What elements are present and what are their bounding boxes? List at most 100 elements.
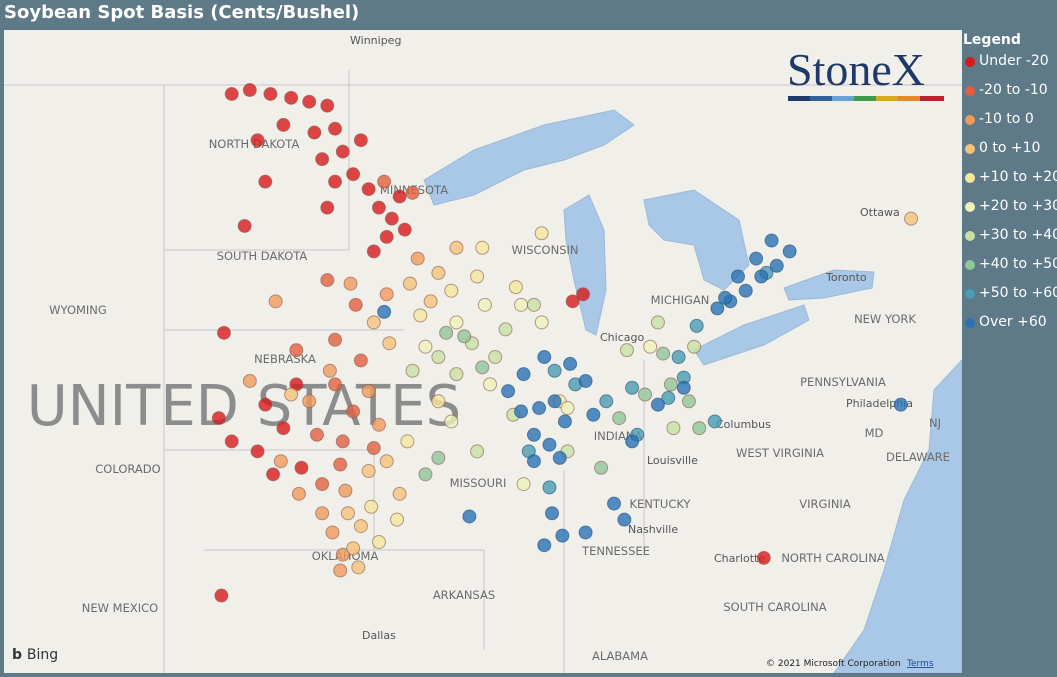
basis-point bbox=[397, 222, 412, 237]
basis-point bbox=[612, 411, 627, 426]
map-label: Winnipeg bbox=[350, 34, 401, 47]
water bbox=[423, 109, 962, 673]
basis-point bbox=[289, 343, 304, 358]
basis-point bbox=[444, 414, 459, 429]
basis-point bbox=[364, 499, 379, 514]
map-label: Ottawa bbox=[860, 206, 900, 219]
basis-point bbox=[315, 477, 330, 492]
basis-point bbox=[315, 152, 330, 167]
basis-point bbox=[586, 407, 601, 422]
legend-item: Over +60 bbox=[963, 314, 1057, 343]
basis-point bbox=[526, 454, 541, 469]
basis-point bbox=[449, 367, 464, 382]
basis-point bbox=[666, 421, 681, 436]
basis-point bbox=[338, 483, 353, 498]
basis-point bbox=[769, 258, 784, 273]
basis-point bbox=[384, 211, 399, 226]
basis-point bbox=[534, 226, 549, 241]
title: Soybean Spot Basis (Cents/Bushel) bbox=[4, 2, 360, 23]
map-label: MD bbox=[865, 426, 884, 440]
basis-point bbox=[625, 434, 640, 449]
basis-point bbox=[258, 397, 273, 412]
basis-point bbox=[650, 397, 665, 412]
basis-point bbox=[224, 434, 239, 449]
basis-point bbox=[322, 363, 337, 378]
basis-point bbox=[542, 480, 557, 495]
basis-point bbox=[756, 550, 771, 565]
basis-point bbox=[516, 367, 531, 382]
basis-point bbox=[656, 346, 671, 361]
legend-item: -20 to -10 bbox=[963, 82, 1057, 111]
map-label: Columbus bbox=[716, 418, 771, 431]
basis-point bbox=[638, 387, 653, 402]
legend-swatch bbox=[965, 318, 975, 328]
map-label: Chicago bbox=[600, 331, 644, 344]
basis-point bbox=[477, 297, 492, 312]
map-label: NEW MEXICO bbox=[82, 601, 158, 615]
basis-point bbox=[366, 315, 381, 330]
basis-point bbox=[361, 464, 376, 479]
basis-point bbox=[607, 496, 622, 511]
legend-label: +20 to +30 bbox=[979, 198, 1057, 214]
legend-swatch bbox=[965, 231, 975, 241]
legend-item: +40 to +50 bbox=[963, 256, 1057, 285]
basis-point bbox=[353, 133, 368, 148]
basis-point bbox=[333, 457, 348, 472]
basis-point bbox=[526, 297, 541, 312]
basis-point bbox=[904, 211, 919, 226]
basis-point bbox=[320, 200, 335, 215]
basis-point bbox=[268, 294, 283, 309]
basis-point bbox=[346, 541, 361, 556]
basis-point bbox=[431, 394, 446, 409]
basis-point bbox=[764, 233, 779, 248]
map-label: WEST VIRGINIA bbox=[736, 446, 824, 460]
basis-point bbox=[405, 185, 420, 200]
basis-point bbox=[545, 506, 560, 521]
map-label: Dallas bbox=[362, 629, 396, 642]
legend: Legend Under -20 -20 to -10 -10 to 0 0 to +… bbox=[963, 32, 1057, 343]
basis-point bbox=[555, 528, 570, 543]
basis-point bbox=[405, 363, 420, 378]
basis-point bbox=[516, 477, 531, 492]
basis-point bbox=[390, 512, 405, 527]
basis-point bbox=[371, 535, 386, 550]
basis-point bbox=[291, 486, 306, 501]
basis-point bbox=[340, 506, 355, 521]
basis-point bbox=[547, 394, 562, 409]
basis-point bbox=[361, 384, 376, 399]
basis-point bbox=[718, 290, 733, 305]
basis-point bbox=[216, 325, 231, 340]
basis-point bbox=[470, 269, 485, 284]
map-label: SOUTH DAKOTA bbox=[217, 249, 308, 263]
bing-text: Bing bbox=[27, 647, 58, 663]
basis-point bbox=[687, 339, 702, 354]
legend-swatch bbox=[965, 260, 975, 270]
map-label: ARKANSAS bbox=[433, 588, 495, 602]
basis-point bbox=[731, 269, 746, 284]
basis-point bbox=[893, 397, 908, 412]
basis-point bbox=[542, 437, 557, 452]
legend-title: Legend bbox=[963, 32, 1021, 48]
basis-point bbox=[470, 444, 485, 459]
legend-label: +30 to +40 bbox=[979, 227, 1057, 243]
basis-point bbox=[242, 83, 257, 98]
basis-point bbox=[307, 125, 322, 140]
map-label: ALABAMA bbox=[592, 649, 648, 663]
basis-point bbox=[488, 350, 503, 365]
basis-point bbox=[343, 276, 358, 291]
basis-point bbox=[366, 441, 381, 456]
basis-point bbox=[599, 394, 614, 409]
points bbox=[211, 83, 919, 603]
terms-link[interactable]: Terms bbox=[906, 659, 934, 669]
basis-point bbox=[576, 287, 591, 302]
basis-point bbox=[738, 283, 753, 298]
map: UNITED STATES Winnipeg NORTH DAKOTA MINN… bbox=[4, 30, 962, 673]
legend-item: +30 to +40 bbox=[963, 227, 1057, 256]
basis-point bbox=[250, 133, 265, 148]
basis-point bbox=[423, 294, 438, 309]
basis-point bbox=[211, 411, 226, 426]
basis-point bbox=[418, 339, 433, 354]
basis-point bbox=[431, 450, 446, 465]
basis-point bbox=[328, 174, 343, 189]
basis-point bbox=[547, 363, 562, 378]
